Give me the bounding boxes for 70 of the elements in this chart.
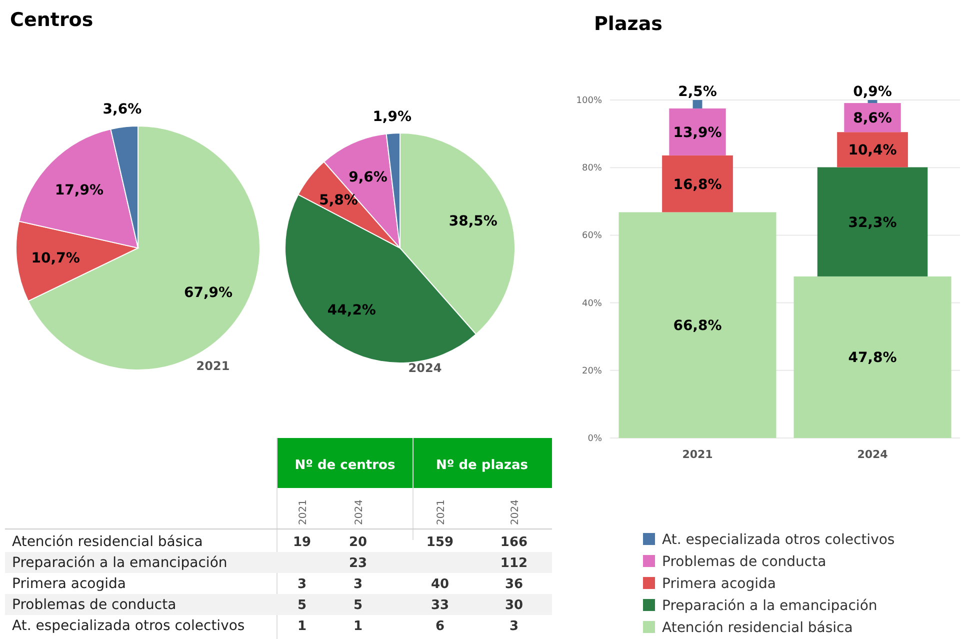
legend-label: At. especializada otros colectivos — [662, 532, 895, 548]
x-tick-label: 2024 — [354, 500, 365, 525]
text: 2024 — [408, 361, 442, 375]
y-tick-label: Preparación a la emancipación — [12, 555, 228, 571]
data-label: 3 — [297, 577, 307, 592]
legend-label: Atención residencial básica — [662, 620, 853, 636]
data-label: 10,7% — [31, 250, 80, 266]
chart-title: Centros — [10, 9, 94, 31]
data-label: 10,4% — [848, 142, 897, 159]
legend-label: Problemas de conducta — [662, 554, 826, 570]
data-label: 112 — [500, 556, 528, 571]
data-label: 23 — [348, 556, 368, 571]
data-label: 3 — [353, 577, 363, 592]
legend-label: Preparación a la emancipación — [662, 598, 878, 614]
y-tick-label: 80% — [582, 164, 602, 174]
y-tick-label: Problemas de conducta — [12, 597, 176, 613]
y-tick-label: 20% — [582, 366, 602, 376]
data-label: 19 — [292, 535, 312, 550]
data-label: 159 — [426, 535, 454, 550]
data-label: 67,9% — [184, 285, 233, 302]
y-tick-label: Primera acogida — [12, 576, 126, 592]
data-label: 16,8% — [673, 176, 722, 193]
data-label: 47,8% — [848, 350, 897, 366]
data-label: 66,8% — [673, 318, 722, 334]
bar — [817, 167, 928, 276]
data-label: 2,5% — [678, 84, 717, 100]
data-label: 8,6% — [853, 110, 892, 127]
text: 2021 — [196, 359, 230, 373]
data-label: 32,3% — [848, 214, 897, 231]
x-tick-label: 2021 — [436, 500, 447, 525]
bar — [794, 276, 952, 438]
data-label: 17,9% — [54, 182, 104, 198]
data-label: 5 — [297, 598, 307, 613]
bar — [692, 100, 702, 108]
data-label: 3,6% — [102, 102, 142, 118]
data-label: 9,6% — [348, 170, 388, 186]
data-label: 3 — [509, 619, 519, 634]
x-tick-label: 2021 — [298, 500, 309, 525]
x-tick-label: 2024 — [510, 500, 521, 525]
bar — [837, 132, 908, 168]
y-tick-label: 100% — [576, 96, 602, 106]
legend-label: Primera acogida — [662, 576, 776, 592]
bar — [669, 108, 726, 156]
data-label: 33 — [430, 598, 450, 613]
y-tick-label: Atención residencial básica — [12, 534, 203, 550]
chart-title: Plazas — [594, 13, 662, 35]
y-tick-label: 60% — [582, 231, 602, 242]
bar — [868, 100, 878, 104]
data-label: 13,9% — [673, 124, 722, 141]
text: Nº de plazas — [436, 458, 528, 473]
data-label: 44,2% — [327, 302, 376, 318]
data-label: 38,5% — [448, 213, 498, 230]
text: Nº de centros — [294, 458, 396, 473]
y-tick-label: At. especializada otros colectivos — [12, 618, 245, 634]
y-tick-label: 40% — [582, 298, 602, 309]
bar — [662, 155, 733, 212]
data-label: 0,9% — [853, 84, 892, 100]
data-label: 1 — [297, 619, 307, 634]
data-label: 1,9% — [372, 108, 412, 125]
data-label: 166 — [500, 535, 528, 550]
data-label: 30 — [504, 598, 524, 613]
y-tick-label: 0% — [588, 434, 602, 444]
data-label: 6 — [435, 619, 445, 634]
data-label: 36 — [504, 577, 524, 592]
data-label: 5 — [353, 598, 363, 613]
data-label: 20 — [348, 535, 368, 550]
bar — [618, 212, 776, 438]
data-label: 1 — [353, 619, 363, 634]
data-label: 5,8% — [319, 192, 358, 209]
data-label: 40 — [430, 577, 450, 592]
